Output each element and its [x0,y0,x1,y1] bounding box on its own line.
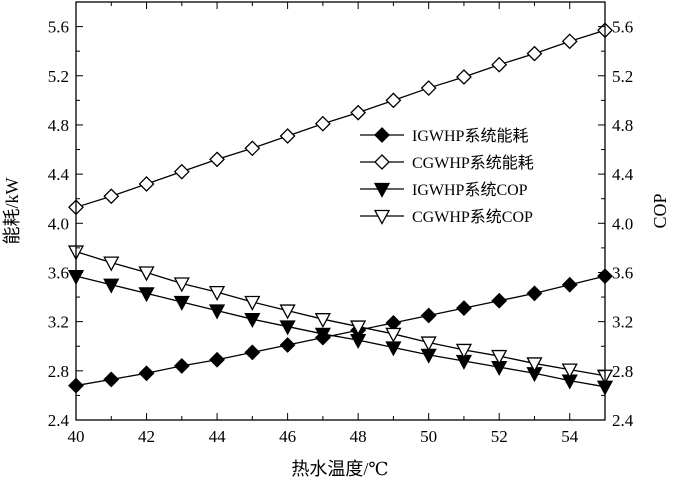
data-point-series-4 [455,343,473,359]
y-tick-label-left: 3.6 [48,263,69,282]
data-point-series-4 [244,295,261,311]
data-point-series-1 [103,371,120,388]
data-point-series-1 [385,314,402,331]
data-point-series-4 [103,256,120,272]
right-y-axis: 2.4 2.8 3.2 3.6 4.0 4.4 4.8 5.2 5.6 [598,1,634,430]
x-tick-label: 50 [420,427,437,446]
legend-label: IGWHP系统COP [412,181,528,199]
data-point-series-2 [244,140,261,157]
data-point-series-2 [173,163,190,180]
data-point-series-1 [279,337,296,353]
data-point-series-4 [526,357,543,373]
data-point-series-2 [350,104,367,121]
y-tick-label-left: 2.8 [48,362,69,381]
data-point-series-2 [279,128,296,144]
x-tick-label: 48 [350,427,367,446]
x-tick-label: 42 [138,427,155,446]
data-point-series-4 [491,349,508,365]
data-point-series-2 [209,151,225,168]
data-point-series-3 [173,295,190,311]
y-tick-label-left: 3.2 [48,313,69,332]
y-tick-label-right: 4.4 [612,165,634,184]
data-point-series-4 [138,266,155,282]
data-point-series-1 [491,292,508,309]
plot-frame [75,1,606,421]
x-axis-label: 热水温度/℃ [291,459,388,479]
right-y-axis-label: COP [650,193,670,228]
y-tick-label-left: 2.4 [48,411,70,430]
x-tick-label: 54 [561,427,579,446]
data-point-series-2 [385,92,402,109]
legend-label: IGWHP系统能耗 [412,127,528,145]
data-point-series-2 [456,69,472,85]
y-tick-label-left: 5.6 [48,18,69,37]
data-point-series-3 [314,327,331,343]
data-point-series-3 [279,320,296,336]
y-tick-label-right: 5.2 [612,67,633,86]
data-point-series-2 [561,33,578,50]
data-point-series-4 [314,313,331,329]
data-point-series-2 [491,56,508,73]
y-tick-label-left: 4.8 [48,116,69,135]
y-tick-label-right: 3.6 [612,263,633,282]
data-point-series-4 [279,304,296,320]
legend-marker [373,182,391,198]
data-point-series-2 [420,80,437,96]
data-point-series-4 [385,327,402,343]
x-tick-label: 52 [491,427,508,446]
y-tick-label-right: 2.4 [612,411,634,430]
data-point-series-2 [314,115,331,132]
left-y-axis: 2.4 2.8 3.2 3.6 4.0 4.4 4.8 5.2 5.6 [48,1,83,430]
data-point-series-1 [420,307,437,324]
legend-marker [374,154,390,170]
legend-label: CGWHP系统能耗 [412,154,534,172]
data-point-series-1 [244,344,261,361]
y-tick-label-right: 4.0 [612,214,633,233]
data-point-series-1 [561,276,578,293]
x-tick-label: 40 [68,427,85,446]
data-point-series-3 [103,278,120,294]
data-point-series-2 [526,45,543,62]
y-tick-label-right: 4.8 [612,116,633,135]
legend-marker [374,127,390,143]
chart-marks [67,22,614,396]
data-point-series-4 [350,320,367,336]
series-line-2 [75,29,606,208]
series-line-3 [75,275,606,388]
y-tick-label-left: 5.2 [48,67,69,86]
data-point-series-2 [138,176,155,192]
legend-label: CGWHP系统COP [412,208,533,226]
data-point-series-1 [138,365,155,382]
data-point-series-1 [526,285,543,302]
data-point-series-1 [209,351,225,368]
x-tick-label: 44 [209,427,227,446]
data-point-series-3 [208,304,226,320]
series-line-1 [75,275,606,387]
data-point-series-4 [561,363,578,379]
data-point-series-2 [103,188,120,205]
data-point-series-3 [138,287,155,303]
x-tick-label: 46 [279,427,296,446]
y-tick-label-right: 2.8 [612,362,633,381]
x-axis: 40 42 44 46 48 50 52 54 [68,2,606,446]
y-tick-label-left: 4.0 [48,214,69,233]
data-point-series-1 [456,300,472,317]
data-point-series-3 [244,313,261,329]
data-point-series-1 [173,357,190,374]
data-point-series-4 [208,285,226,302]
left-y-axis-label: 能耗/kW [2,177,22,244]
y-tick-label-right: 5.6 [612,18,633,37]
data-point-series-4 [420,336,437,352]
data-point-series-4 [173,277,190,293]
series-line-4 [75,250,606,377]
legend-marker [373,209,391,225]
y-tick-label-right: 3.2 [612,313,633,332]
y-tick-label-left: 4.4 [48,165,70,184]
legend: IGWHP系统能耗 CGWHP系统能耗 IGWHP系统COP CGWHP系统COP [360,127,534,226]
